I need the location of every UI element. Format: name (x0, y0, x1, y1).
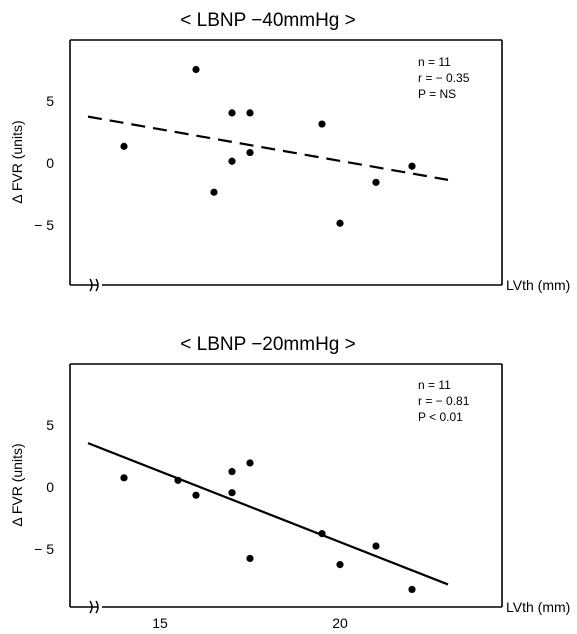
regression-layer (87, 442, 449, 586)
data-point (228, 468, 236, 476)
x-axis-label: LVth (mm) (506, 599, 570, 615)
data-point (408, 585, 416, 594)
regression-line (87, 442, 449, 586)
axis-break-icon (89, 278, 99, 292)
y-tick-label: 0 (46, 479, 54, 495)
y-tick-labels: 5 0 − 5 (34, 417, 54, 557)
data-point (228, 109, 236, 117)
y-tick-label: − 5 (34, 541, 54, 557)
data-point (120, 142, 128, 150)
y-tick-labels: 5 0 − 5 (34, 93, 54, 233)
data-point (318, 530, 326, 538)
data-point (246, 109, 254, 117)
chart-title: < LBNP −20mmHg > (180, 334, 356, 355)
x-tick-labels: 15 20 (152, 615, 348, 631)
y-axis-label: Δ FVR (units) (9, 443, 25, 526)
data-point (246, 459, 254, 467)
x-tick-label: 20 (332, 615, 348, 631)
chart-panel-1: < LBNP −40mmHg > Δ FVR (units) 5 0 − 5 L… (9, 10, 570, 293)
data-point (174, 476, 182, 484)
data-point (192, 65, 200, 74)
data-point (336, 561, 344, 569)
chart-title: < LBNP −40mmHg > (180, 10, 356, 31)
plot-area (69, 363, 503, 614)
regression-line (87, 115, 449, 181)
y-axis-label: Δ FVR (units) (9, 120, 25, 203)
y-tick-label: 0 (46, 155, 54, 171)
data-point (228, 157, 236, 165)
axis-break-icon (89, 600, 99, 614)
stats-box: n = 11 r = − 0.81 P < 0.01 (418, 378, 470, 424)
points-layer (120, 65, 416, 227)
x-tick-label: 15 (152, 615, 168, 631)
regression-layer (87, 115, 449, 181)
data-point (228, 489, 236, 497)
data-point (318, 120, 326, 128)
data-point (192, 491, 200, 499)
y-tick-label: 5 (46, 93, 54, 109)
points-layer (120, 459, 416, 594)
data-point (120, 474, 128, 482)
data-point (336, 219, 344, 227)
data-point (372, 542, 380, 550)
stat-n: n = 11 (418, 55, 451, 69)
stat-r: r = − 0.81 (418, 394, 470, 408)
stats-box: n = 11 r = − 0.35 P = NS (418, 55, 470, 101)
stat-p: P < 0.01 (418, 410, 463, 424)
chart-panel-2: < LBNP −20mmHg > Δ FVR (units) 5 0 − 5 1… (9, 334, 570, 631)
data-point (210, 188, 218, 196)
x-axis-label: LVth (mm) (506, 277, 570, 293)
data-point (372, 178, 380, 186)
stat-p: P = NS (418, 87, 456, 101)
data-point (246, 148, 254, 157)
data-point (408, 162, 416, 170)
stat-r: r = − 0.35 (418, 71, 470, 85)
y-tick-label: − 5 (34, 217, 54, 233)
stat-n: n = 11 (418, 378, 451, 392)
y-tick-label: 5 (46, 417, 54, 433)
data-point (246, 554, 254, 563)
plot-area (69, 39, 503, 292)
